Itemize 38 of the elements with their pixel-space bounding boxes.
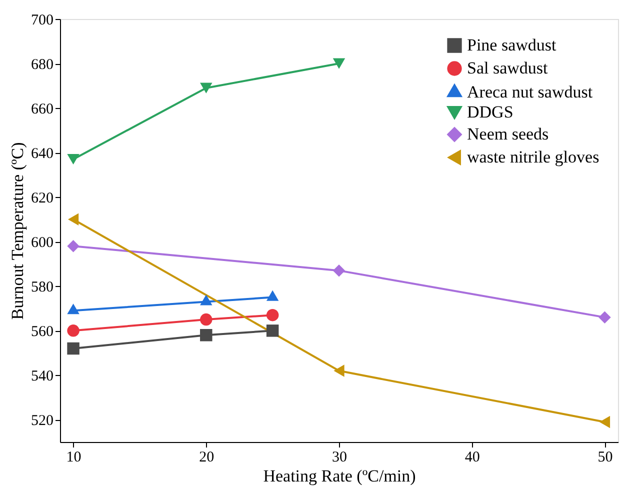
x-tick-label: 10 bbox=[66, 450, 82, 466]
y-tick-label: 560 bbox=[31, 324, 54, 340]
x-tick-label: 50 bbox=[598, 450, 613, 466]
point bbox=[67, 240, 80, 252]
y-tick-label: 620 bbox=[31, 190, 54, 207]
x-axis-title: Heating Rate (ºC/min) bbox=[263, 466, 416, 486]
y-tick-label: 540 bbox=[31, 368, 54, 385]
legend-label: Sal sawdust bbox=[467, 58, 548, 78]
point bbox=[332, 58, 346, 69]
legend-label: Pine sawdust bbox=[467, 36, 557, 54]
legend-label: DDGS bbox=[467, 102, 514, 122]
point bbox=[334, 364, 344, 377]
point bbox=[200, 313, 212, 326]
y-axis-title: Burnout Temperature (ºC) bbox=[8, 142, 27, 320]
point bbox=[599, 416, 610, 428]
legend-label: waste nitrile gloves bbox=[467, 148, 600, 166]
y-tick-label: 580 bbox=[31, 280, 54, 296]
y-tick-label: 520 bbox=[31, 413, 54, 430]
y-tick-label: 660 bbox=[31, 102, 54, 118]
x-tick-label: 30 bbox=[332, 450, 347, 466]
legend-label: Neem seeds bbox=[467, 124, 549, 144]
point bbox=[332, 264, 346, 277]
point bbox=[266, 324, 279, 337]
point bbox=[200, 329, 212, 342]
point bbox=[67, 154, 80, 165]
y-tick-label: 680 bbox=[31, 57, 54, 74]
point bbox=[67, 324, 80, 337]
legend-label: Areca nut sawdust bbox=[467, 82, 593, 102]
point bbox=[200, 82, 212, 94]
x-tick-label: 40 bbox=[464, 450, 480, 466]
point bbox=[67, 342, 80, 355]
point bbox=[68, 213, 79, 226]
point bbox=[266, 308, 279, 322]
y-tick-label: 600 bbox=[31, 235, 54, 252]
y-tick-label: 700 bbox=[31, 12, 54, 28]
x-tick-label: 20 bbox=[199, 450, 214, 466]
y-tick-label: 640 bbox=[31, 146, 54, 162]
point bbox=[598, 311, 611, 324]
